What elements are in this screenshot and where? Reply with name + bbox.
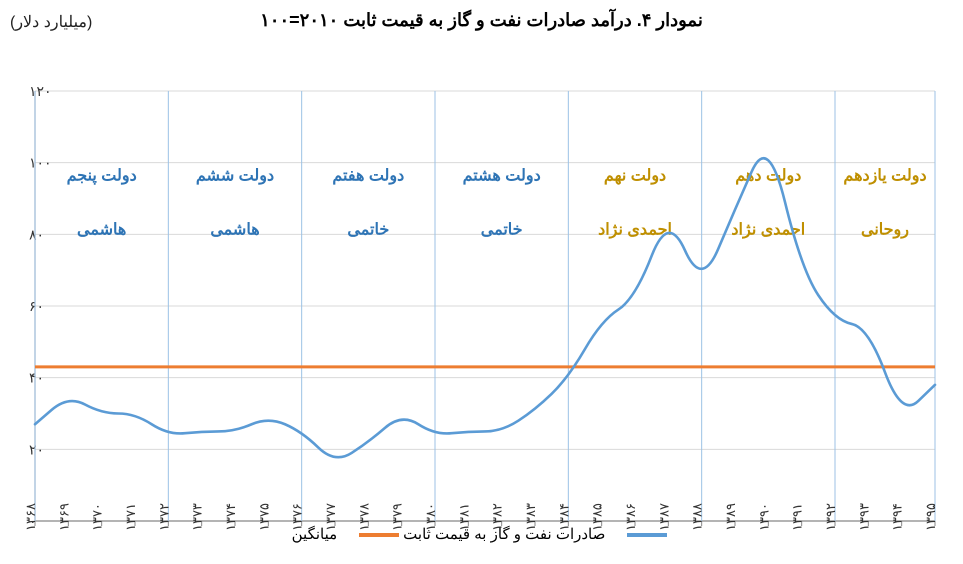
y-tick-label: ۱۲۰ bbox=[29, 83, 52, 99]
region-label: دولت یازدهم bbox=[843, 168, 926, 186]
y-axis-title: (میلیارد دلار) bbox=[10, 12, 92, 32]
x-tick-label: ۱۳۹۳ bbox=[856, 503, 871, 531]
x-tick-label: ۱۳۹۱ bbox=[790, 503, 805, 531]
x-tick-label: ۱۳۶۹ bbox=[56, 503, 71, 531]
y-tick-label: ۸۰ bbox=[29, 226, 44, 242]
x-tick-label: ۱۳۷۱ bbox=[123, 503, 138, 531]
region-label: هاشمی bbox=[210, 221, 259, 238]
legend-swatch bbox=[359, 533, 399, 537]
region-label: دولت هفتم bbox=[332, 168, 404, 186]
x-tick-label: ۱۳۹۴ bbox=[890, 503, 905, 531]
region-label: دولت دهم bbox=[735, 168, 801, 186]
region-label: دولت ششم bbox=[196, 168, 274, 186]
y-tick-label: ۱۰۰ bbox=[29, 155, 52, 171]
region-label: روحانی bbox=[861, 221, 909, 239]
exports-line bbox=[35, 158, 935, 457]
chart-svg: ۰۲۰۴۰۶۰۸۰۱۰۰۱۲۰دولت پنجمهاشمیدولت ششمهاش… bbox=[0, 31, 953, 531]
x-tick-label: ۱۳۹۰ bbox=[756, 503, 771, 531]
x-tick-label: ۱۳۸۹ bbox=[723, 503, 738, 531]
x-tick-label: ۱۳۷۲ bbox=[156, 503, 171, 531]
y-tick-label: ۲۰ bbox=[29, 441, 44, 457]
x-tick-label: ۱۳۹۲ bbox=[823, 503, 838, 531]
region-label: خاتمی bbox=[481, 221, 523, 238]
region-label: خاتمی bbox=[347, 221, 389, 238]
x-tick-label: ۱۳۷۳ bbox=[190, 503, 205, 531]
region-label: دولت پنجم bbox=[67, 168, 137, 186]
x-tick-label: ۱۳۷۰ bbox=[90, 503, 105, 531]
chart-container: نمودار ۴. درآمد صادرات نفت و گاز به قیمت… bbox=[0, 0, 963, 564]
x-tick-label: ۱۳۶۸ bbox=[23, 503, 38, 531]
x-tick-label: ۱۳۹۵ bbox=[923, 503, 938, 531]
legend: صادرات نفت و گاز به قیمت ثابت میانگین bbox=[10, 525, 953, 543]
region-label: دولت هشتم bbox=[463, 168, 541, 186]
y-tick-label: ۶۰ bbox=[29, 298, 44, 314]
x-tick-label: ۱۳۸۸ bbox=[690, 503, 705, 531]
legend-label: میانگین bbox=[292, 526, 338, 543]
region-label: دولت نهم bbox=[604, 168, 666, 186]
x-tick-label: ۱۳۷۵ bbox=[256, 503, 271, 531]
chart-title: نمودار ۴. درآمد صادرات نفت و گاز به قیمت… bbox=[10, 10, 953, 31]
y-tick-label: ۴۰ bbox=[29, 370, 44, 386]
legend-label: صادرات نفت و گاز به قیمت ثابت bbox=[403, 526, 605, 543]
region-label: هاشمی bbox=[77, 221, 126, 238]
legend-swatch bbox=[627, 533, 667, 537]
x-tick-label: ۱۳۷۴ bbox=[223, 503, 238, 531]
